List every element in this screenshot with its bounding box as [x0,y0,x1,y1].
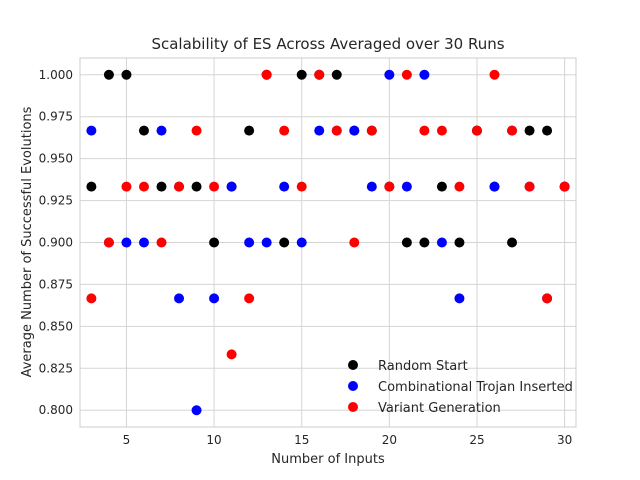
data-point-combinational-trojan-inserted [191,405,202,416]
data-point-combinational-trojan-inserted [209,293,220,304]
data-point-random-start [121,69,132,80]
data-point-combinational-trojan-inserted [261,237,272,248]
data-point-variant-generation [349,237,360,248]
y-tick-label: 1.000 [39,68,73,82]
data-point-variant-generation [436,125,447,136]
data-point-random-start [156,181,167,192]
y-tick-label: 0.925 [39,194,73,208]
data-point-combinational-trojan-inserted [454,293,465,304]
data-point-variant-generation [138,181,149,192]
data-point-variant-generation [366,125,377,136]
data-point-variant-generation [261,69,272,80]
data-point-combinational-trojan-inserted [436,237,447,248]
data-point-random-start [419,237,430,248]
data-point-random-start [331,69,342,80]
grid [80,58,576,427]
data-point-random-start [401,237,412,248]
data-point-variant-generation [244,293,255,304]
data-point-combinational-trojan-inserted [296,237,307,248]
legend-label-variant-generation: Variant Generation [378,401,501,416]
data-point-variant-generation [331,125,342,136]
y-tick-label: 0.800 [39,403,73,417]
data-point-random-start [454,237,465,248]
data-point-combinational-trojan-inserted [384,69,395,80]
legend-label-combinational-trojan-inserted: Combinational Trojan Inserted [378,380,573,395]
data-point-variant-generation [507,125,518,136]
chart-title: Scalability of ES Across Averaged over 3… [151,35,504,53]
data-point-combinational-trojan-inserted [86,125,97,136]
data-point-random-start [191,181,202,192]
data-point-random-start [103,69,114,80]
y-tick-label: 0.900 [39,236,73,250]
data-point-variant-generation [384,181,395,192]
data-point-random-start [296,69,307,80]
plot-frame [79,57,577,428]
data-point-variant-generation [471,125,482,136]
y-tick-label: 0.850 [39,319,73,333]
y-tick-label: 0.950 [39,152,73,166]
data-point-combinational-trojan-inserted [349,125,360,136]
data-point-variant-generation [156,237,167,248]
data-point-variant-generation [419,125,430,136]
data-point-random-start [436,181,447,192]
data-point-variant-generation [191,125,202,136]
x-axis-label: Number of Inputs [271,452,385,467]
data-point-combinational-trojan-inserted [314,125,325,136]
data-point-variant-generation [542,293,553,304]
data-point-variant-generation [314,69,325,80]
data-point-random-start [138,125,149,136]
x-tick-label: 10 [206,433,221,447]
data-point-combinational-trojan-inserted [366,181,377,192]
y-tick-label: 0.975 [39,110,73,124]
data-point-variant-generation [226,349,237,360]
data-point-combinational-trojan-inserted [401,181,412,192]
legend: Random Start Combinational Trojan Insert… [348,359,573,416]
axis-ticks: 5 10 15 20 25 30 0.800 0.825 0.850 0.875 0.900 0.92… [39,68,573,447]
data-point-variant-generation [401,69,412,80]
data-point-variant-generation [103,237,114,248]
data-point-variant-generation [489,69,500,80]
data-points [86,69,570,416]
x-tick-label: 30 [557,433,572,447]
data-point-variant-generation [524,181,535,192]
data-point-combinational-trojan-inserted [419,69,430,80]
data-point-variant-generation [174,181,185,192]
y-tick-label: 0.825 [39,361,73,375]
data-point-random-start [86,181,97,192]
x-tick-label: 5 [123,433,131,447]
data-point-combinational-trojan-inserted [121,237,132,248]
data-point-variant-generation [209,181,220,192]
data-point-variant-generation [296,181,307,192]
data-point-variant-generation [559,181,570,192]
x-tick-label: 15 [294,433,309,447]
legend-label-random-start: Random Start [378,359,468,374]
x-tick-label: 20 [382,433,397,447]
data-point-random-start [507,237,518,248]
data-point-variant-generation [121,181,132,192]
data-point-random-start [524,125,535,136]
series-variant-generation [86,69,570,360]
data-point-random-start [244,125,255,136]
y-axis-label: Average Number of Successful Evolutions [20,106,35,377]
data-point-combinational-trojan-inserted [156,125,167,136]
data-point-variant-generation [454,181,465,192]
data-point-random-start [542,125,553,136]
data-point-variant-generation [86,293,97,304]
legend-marker-combinational-trojan-inserted [348,381,358,391]
data-point-random-start [209,237,220,248]
data-point-combinational-trojan-inserted [279,181,290,192]
x-tick-label: 25 [469,433,484,447]
data-point-combinational-trojan-inserted [489,181,500,192]
legend-marker-random-start [348,360,358,370]
data-point-variant-generation [279,125,290,136]
data-point-combinational-trojan-inserted [244,237,255,248]
data-point-combinational-trojan-inserted [138,237,149,248]
y-tick-label: 0.875 [39,277,73,291]
data-point-random-start [279,237,290,248]
data-point-combinational-trojan-inserted [226,181,237,192]
data-point-combinational-trojan-inserted [174,293,185,304]
legend-marker-variant-generation [348,402,358,412]
